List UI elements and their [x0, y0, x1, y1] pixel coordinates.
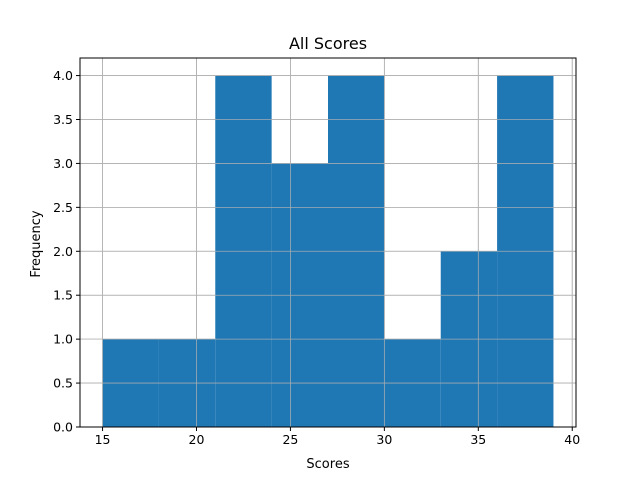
- x-axis-ticks: 15 20 25 30 35 40: [95, 427, 580, 447]
- y-tick-label: 1.0: [53, 332, 73, 347]
- x-tick-label: 25: [282, 432, 298, 447]
- y-tick-label: 4.0: [53, 68, 73, 83]
- plot-frame: [79, 57, 577, 428]
- y-tick-label: 0.5: [53, 376, 73, 391]
- x-tick-label: 20: [189, 432, 205, 447]
- y-tick-label: 2.0: [53, 244, 73, 259]
- x-axis-title: Scores: [306, 457, 349, 472]
- x-tick-label: 30: [376, 432, 392, 447]
- x-tick-label: 40: [564, 432, 580, 447]
- y-axis-title: Frequency: [29, 210, 44, 277]
- y-tick-label: 3.0: [53, 156, 73, 171]
- y-tick-label: 3.5: [53, 112, 73, 127]
- x-tick-label: 15: [95, 432, 111, 447]
- y-tick-label: 0.0: [53, 420, 73, 435]
- y-tick-label: 2.5: [53, 200, 73, 215]
- y-axis-ticks: 0.0 0.5 1.0 1.5 2.0 2.5 3.0 3.5 4.0: [53, 68, 80, 435]
- x-tick-label: 35: [470, 432, 486, 447]
- chart-title: All Scores: [289, 34, 367, 53]
- y-tick-label: 1.5: [53, 288, 73, 303]
